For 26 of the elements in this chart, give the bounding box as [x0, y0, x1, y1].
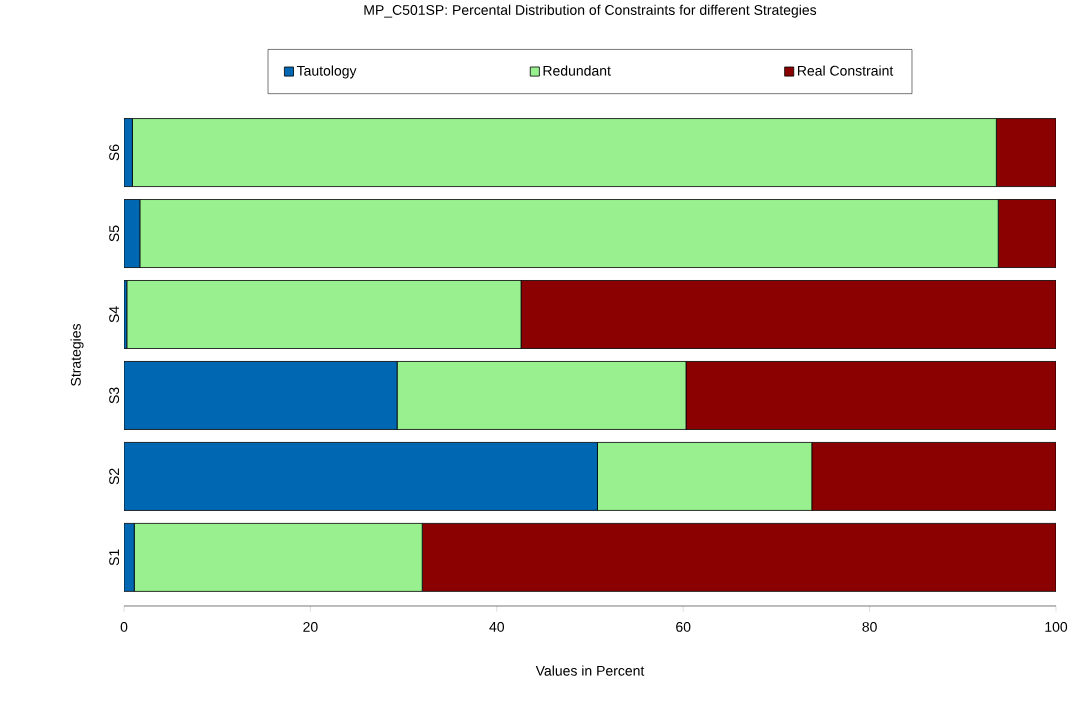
x-axis-title: Values in Percent [535, 665, 645, 676]
bar [685, 361, 1057, 430]
x-tick-label: 80 [862, 621, 877, 632]
x-tick-label: 100 [1045, 621, 1068, 632]
bar [520, 280, 1057, 349]
bar [124, 361, 398, 430]
x-tick-label: 20 [303, 621, 318, 632]
y-tick-label: S4 [109, 306, 120, 323]
x-tick-label: 40 [489, 621, 505, 632]
legend-label: Real Constraint [797, 65, 894, 76]
bar [124, 442, 598, 511]
bar [811, 442, 1057, 511]
bar [997, 199, 1057, 268]
x-tick-label: 0 [120, 621, 128, 632]
y-tick-label: S1 [109, 549, 120, 566]
bar [995, 118, 1057, 187]
y-tick-label: S2 [109, 468, 120, 485]
legend-label: Tautology [296, 65, 357, 79]
y-tick-label: S3 [109, 387, 120, 404]
legend-label: Redundant [543, 65, 611, 76]
y-tick-label: S5 [109, 225, 120, 242]
y-tick-label: S6 [109, 144, 120, 161]
y-axis-title: Strategies [70, 324, 84, 386]
chart-title: MP_C501SP: Percental Distribution of Constraints for different Strategies [364, 4, 817, 18]
x-tick-label: 60 [676, 621, 691, 632]
bar [421, 523, 1057, 592]
